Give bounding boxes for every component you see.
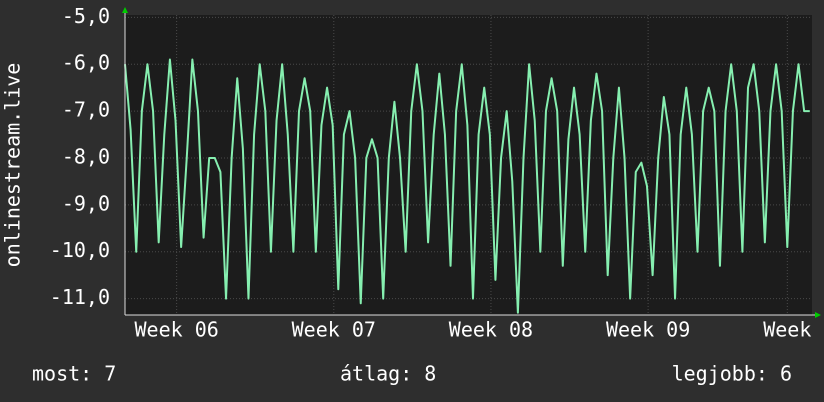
y-tick-label: -10,0 (50, 238, 110, 262)
plot (124, 15, 812, 315)
y-tick-label: -7,0 (62, 98, 110, 122)
footer-best: legjobb: 6 (672, 362, 792, 386)
y-tick-label: -6,0 (62, 51, 110, 75)
y-tick-label: -8,0 (62, 144, 110, 168)
y-tick-label: -5,0 (62, 4, 110, 28)
x-tick-label: Week 09 (606, 318, 690, 342)
x-tick-label: Week 08 (449, 318, 533, 342)
x-tick-label: Week (763, 318, 811, 342)
footer-average: átlag: 8 (340, 362, 436, 386)
x-tick-label: Week 06 (134, 318, 218, 342)
series-line (124, 58, 810, 314)
footer-current: most: 7 (32, 362, 116, 386)
x-arrow (815, 312, 821, 318)
y-tick-label: -9,0 (62, 191, 110, 215)
x-tick-label: Week 07 (292, 318, 376, 342)
y-tick-label: -11,0 (50, 285, 110, 309)
y-axis-label: onlinestream.live (1, 63, 25, 268)
y-arrow (122, 7, 128, 13)
